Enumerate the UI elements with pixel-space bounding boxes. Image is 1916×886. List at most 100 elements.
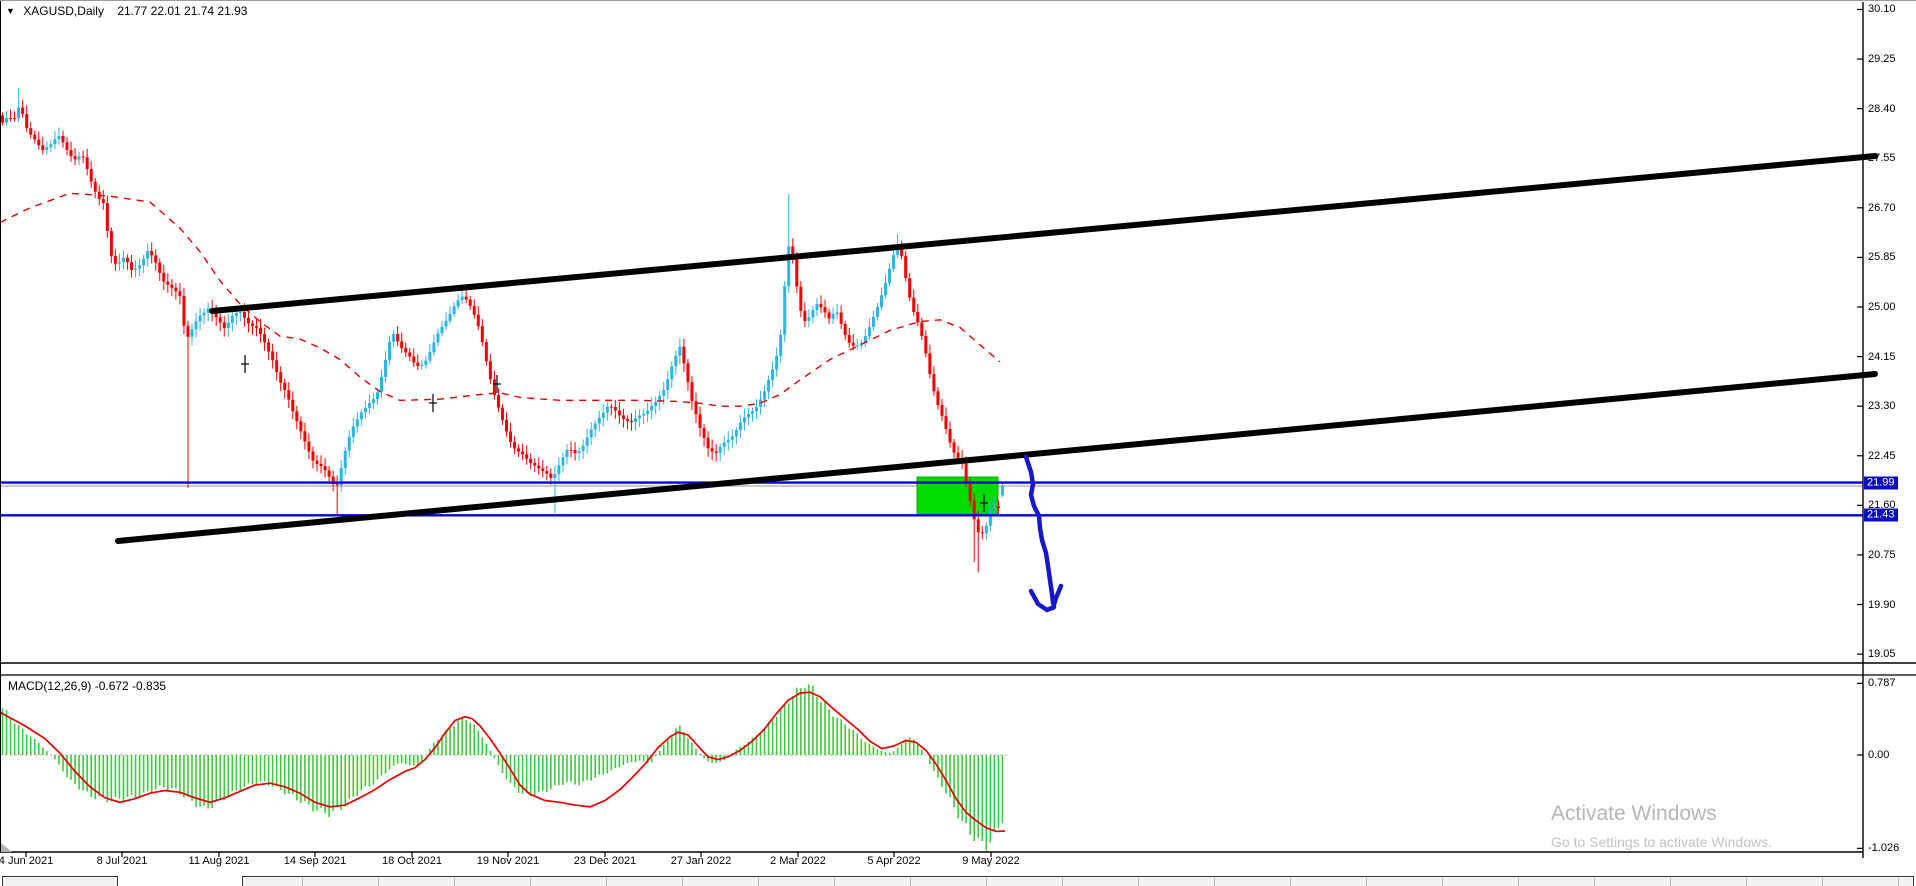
candle-body bbox=[5, 118, 9, 123]
price-tick-label: 23.30 bbox=[1868, 400, 1896, 413]
date-tick-label: 8 Jul 2021 bbox=[96, 855, 148, 867]
candle-body bbox=[577, 451, 581, 454]
candle-body bbox=[61, 135, 65, 143]
strip-separator bbox=[1290, 878, 1291, 886]
candle-body bbox=[686, 363, 690, 383]
candle-body bbox=[464, 296, 468, 300]
candle-body bbox=[339, 467, 343, 485]
candle-body bbox=[9, 118, 13, 120]
candle-body bbox=[416, 362, 420, 367]
candle-body bbox=[448, 313, 452, 321]
candle-body bbox=[775, 355, 779, 370]
candle-body bbox=[287, 390, 291, 400]
candle-body bbox=[33, 134, 37, 140]
candle-body bbox=[533, 463, 537, 466]
candle-body bbox=[291, 399, 295, 412]
candle-body bbox=[283, 382, 287, 391]
candle-body bbox=[670, 366, 674, 380]
candle-body bbox=[500, 407, 504, 420]
price-tick-label: 19.90 bbox=[1868, 598, 1896, 611]
candle-body bbox=[646, 410, 650, 414]
candle-body bbox=[343, 450, 347, 468]
candle-body bbox=[1000, 486, 1004, 496]
candle-body bbox=[932, 374, 936, 392]
strip-separator bbox=[986, 878, 987, 886]
candle-body bbox=[964, 463, 968, 482]
candle-body bbox=[142, 258, 146, 266]
candle-body bbox=[795, 256, 799, 287]
candle-body bbox=[492, 379, 496, 395]
candle-body bbox=[710, 448, 714, 452]
candle-body bbox=[166, 281, 170, 285]
candle-body bbox=[412, 356, 416, 363]
price-tick-label: 20.75 bbox=[1868, 548, 1896, 561]
candle-body bbox=[319, 463, 323, 467]
candle-body bbox=[125, 257, 129, 263]
candle-body bbox=[851, 342, 855, 346]
strip-separator bbox=[834, 878, 835, 886]
candle-body bbox=[549, 473, 553, 478]
candle-body bbox=[198, 315, 202, 322]
date-tick-label: 2 Mar 2022 bbox=[770, 855, 826, 867]
candle-body bbox=[218, 317, 222, 323]
candle-body bbox=[585, 437, 589, 446]
candle-body bbox=[678, 346, 682, 356]
candle-body bbox=[170, 284, 174, 288]
moving-average-line[interactable] bbox=[0, 192, 1001, 407]
symbol-dropdown-icon[interactable]: ▼ bbox=[6, 6, 15, 16]
candle-body bbox=[25, 113, 29, 129]
date-tick-label: 11 Aug 2021 bbox=[188, 855, 250, 867]
strip-separator bbox=[1442, 878, 1443, 886]
candle-body bbox=[424, 360, 428, 365]
candle-body bbox=[875, 306, 879, 317]
taskbar-box2[interactable] bbox=[242, 876, 1914, 886]
candle-body bbox=[940, 405, 944, 417]
candle-body bbox=[279, 372, 283, 383]
candle-body bbox=[529, 458, 533, 464]
candle-body bbox=[944, 416, 948, 429]
candle-body bbox=[879, 295, 883, 307]
candle-body bbox=[238, 311, 242, 313]
candle-body bbox=[593, 423, 597, 430]
taskbar-box1[interactable] bbox=[2, 876, 118, 886]
candle-body bbox=[916, 312, 920, 323]
candle-body bbox=[956, 452, 960, 459]
drawn-arrow-head[interactable] bbox=[1028, 588, 1057, 613]
symbol-name: XAGUSD,Daily bbox=[23, 4, 104, 18]
candle-body bbox=[884, 282, 888, 296]
candle-body bbox=[371, 399, 375, 404]
macd-indicator-label: MACD(12,26,9) -0.672 -0.835 bbox=[8, 679, 167, 693]
candle-body bbox=[295, 411, 299, 422]
date-tick-label: 4 Jun 2021 bbox=[0, 855, 54, 867]
candle-body bbox=[57, 135, 61, 140]
price-tick-label: 30.10 bbox=[1868, 3, 1896, 16]
panel-resize-grip[interactable] bbox=[1, 843, 12, 852]
candle-body bbox=[759, 399, 763, 407]
candle-body bbox=[186, 325, 190, 337]
candle-body bbox=[476, 314, 480, 327]
strip-separator bbox=[1138, 878, 1139, 886]
strip-separator bbox=[1594, 878, 1595, 886]
candle-body bbox=[428, 352, 432, 361]
lower-channel-trendline[interactable] bbox=[115, 371, 1878, 544]
candle-body bbox=[613, 407, 617, 411]
strip-separator bbox=[378, 878, 379, 886]
candle-body bbox=[545, 471, 549, 474]
candle-body bbox=[690, 382, 694, 402]
candle-body bbox=[234, 312, 238, 317]
candle-body bbox=[811, 309, 815, 318]
strip-separator bbox=[1746, 878, 1747, 886]
upper-channel-trendline[interactable] bbox=[209, 153, 1878, 314]
candle-body bbox=[230, 316, 234, 323]
candle-body bbox=[347, 436, 351, 451]
candle-body bbox=[400, 341, 404, 349]
candle-body bbox=[976, 519, 980, 533]
drawn-arrow-stem[interactable] bbox=[1023, 454, 1056, 606]
candle-body bbox=[214, 312, 218, 318]
date-tick-label: 27 Jan 2022 bbox=[670, 855, 732, 867]
strip-separator bbox=[302, 878, 303, 886]
candle-body bbox=[138, 265, 142, 269]
drawn-arrow-head[interactable] bbox=[1050, 583, 1064, 611]
strip-separator bbox=[758, 878, 759, 886]
